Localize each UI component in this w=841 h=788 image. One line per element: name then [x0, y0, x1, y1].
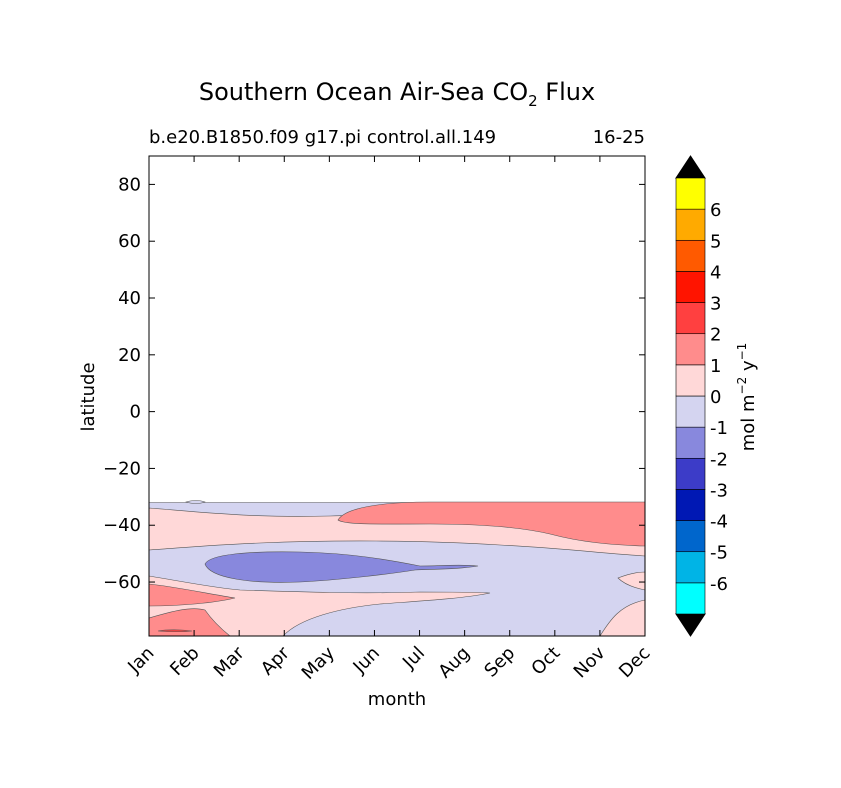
colorbar-segment — [675, 551, 706, 584]
contour-region-1-2-corner — [148, 608, 231, 637]
colorbar-tick-label: 3 — [710, 294, 721, 315]
y-tick-label: −20 — [103, 458, 141, 479]
colorbar-tick-label: -4 — [710, 512, 728, 533]
colorbar-segment — [675, 271, 706, 303]
colorbar-segment — [675, 520, 706, 553]
colorbar-segment — [675, 208, 706, 241]
colorbar-tick-label: -2 — [710, 449, 728, 470]
x-axis-label: month — [368, 689, 426, 710]
colorbar-segment — [675, 239, 706, 272]
x-tick-label: Jul — [398, 643, 429, 674]
y-tick-label: 0 — [130, 402, 141, 423]
y-tick-label: −40 — [103, 515, 141, 536]
y-tick-label: 80 — [118, 174, 141, 195]
x-tick-label: Apr — [257, 642, 294, 679]
colorbar — [675, 155, 706, 637]
contour-fill-layer — [148, 500, 646, 637]
colorbar-label: mol m−2 y−1 — [735, 343, 759, 452]
colorbar-tick-label: 1 — [710, 356, 721, 377]
colorbar-segment — [675, 457, 706, 490]
colorbar-tick-label: 2 — [710, 325, 721, 346]
plot-area: 80 60 40 20 0 −20 −40 −60 Jan Feb Mar Apr May Jun Jul… — [103, 155, 655, 684]
x-tick-label: Sep — [480, 643, 519, 682]
colorbar-segment — [675, 426, 706, 459]
contour-region-0-1-lower — [148, 575, 491, 637]
colorbar-segment — [675, 177, 706, 210]
colorbar-segment — [675, 582, 706, 615]
y-tick-label: 40 — [118, 288, 141, 309]
chart-title: Southern Ocean Air-Sea CO2 Flux — [199, 78, 595, 110]
colorbar-tick-label: 0 — [710, 387, 721, 408]
contour-region-neg2-neg1 — [204, 551, 479, 583]
colorbar-tick-labels: -6 -5 -4 -3 -2 -1 0 1 2 3 4 5 6 — [710, 200, 728, 595]
contour-region-1-2-upper — [337, 501, 646, 547]
y-tick-label: −60 — [103, 572, 141, 593]
y-tick-label: 20 — [118, 345, 141, 366]
x-tick-label: Jan — [123, 643, 158, 678]
x-tick-label: Aug — [434, 643, 474, 683]
colorbar-tick-label: 5 — [710, 231, 721, 252]
colorbar-tick-label: -6 — [710, 574, 728, 595]
colorbar-tick-label: 4 — [710, 262, 721, 283]
x-tick-label: Nov — [570, 642, 610, 682]
y-tick-label: 60 — [118, 231, 141, 252]
plot-frame — [148, 155, 646, 637]
y-axis-label: latitude — [78, 362, 99, 431]
contour-region-small-neg — [185, 500, 206, 504]
x-tick-label: Jun — [349, 643, 384, 678]
colorbar-extend-bottom — [675, 613, 706, 637]
y-axis-ticks: 80 60 40 20 0 −20 −40 −60 — [103, 174, 645, 593]
x-tick-label: Dec — [615, 643, 654, 682]
colorbar-segment — [675, 395, 706, 428]
subtitle-left: b.e20.B1850.f09 g17.pi control.all.149 — [149, 127, 496, 148]
colorbar-segment — [675, 364, 706, 397]
colorbar-extend-top — [675, 155, 706, 179]
subtitle-right: 16-25 — [593, 127, 645, 148]
colorbar-tick-label: 6 — [710, 200, 721, 221]
x-tick-label: Oct — [527, 643, 564, 680]
contour-region-2-3 — [157, 629, 193, 633]
colorbar-segment — [675, 302, 706, 335]
colorbar-tick-label: -5 — [710, 543, 728, 564]
x-tick-label: Mar — [210, 642, 249, 681]
colorbar-tick-label: -1 — [710, 418, 728, 439]
colorbar-segment — [675, 489, 706, 521]
colorbar-segment — [675, 333, 706, 366]
contour-region-1-2-lowleft — [148, 583, 236, 607]
x-tick-label: May — [298, 642, 339, 683]
x-tick-label: Feb — [166, 643, 203, 680]
colorbar-tick-label: -3 — [710, 480, 728, 501]
